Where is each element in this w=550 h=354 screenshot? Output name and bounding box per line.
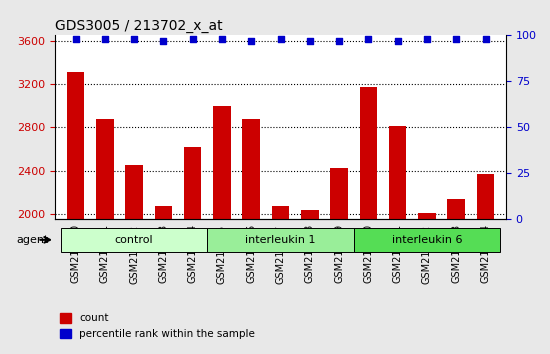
Text: control: control (115, 235, 153, 245)
Bar (155, 206, 172, 219)
Bar (331, 167, 348, 219)
Bar (448, 199, 465, 219)
Point (188, 36, 197, 42)
Bar (389, 126, 406, 219)
Bar (96, 119, 113, 219)
Text: agent: agent (16, 235, 49, 245)
Point (334, 38, 343, 44)
Point (247, 38, 256, 44)
Legend: count, percentile rank within the sample: count, percentile rank within the sample (60, 313, 255, 339)
Bar (213, 106, 230, 219)
Bar (243, 119, 260, 219)
Point (305, 38, 314, 44)
Bar (67, 72, 84, 219)
Point (481, 36, 490, 42)
Bar (301, 210, 318, 219)
FancyBboxPatch shape (61, 228, 207, 252)
Point (393, 38, 402, 44)
Point (276, 36, 285, 42)
Point (101, 36, 109, 42)
Text: interleukin 6: interleukin 6 (392, 235, 462, 245)
Point (218, 36, 227, 42)
Point (159, 38, 168, 44)
Bar (360, 87, 377, 219)
Point (130, 36, 139, 42)
Text: GDS3005 / 213702_x_at: GDS3005 / 213702_x_at (55, 19, 223, 33)
FancyBboxPatch shape (354, 228, 500, 252)
Bar (125, 165, 143, 219)
FancyBboxPatch shape (207, 228, 354, 252)
Point (364, 36, 373, 42)
Bar (477, 174, 494, 219)
Point (452, 36, 460, 42)
Bar (418, 213, 436, 219)
Bar (272, 206, 289, 219)
Point (71, 36, 80, 42)
Text: interleukin 1: interleukin 1 (245, 235, 316, 245)
Bar (184, 147, 201, 219)
Point (422, 36, 431, 42)
